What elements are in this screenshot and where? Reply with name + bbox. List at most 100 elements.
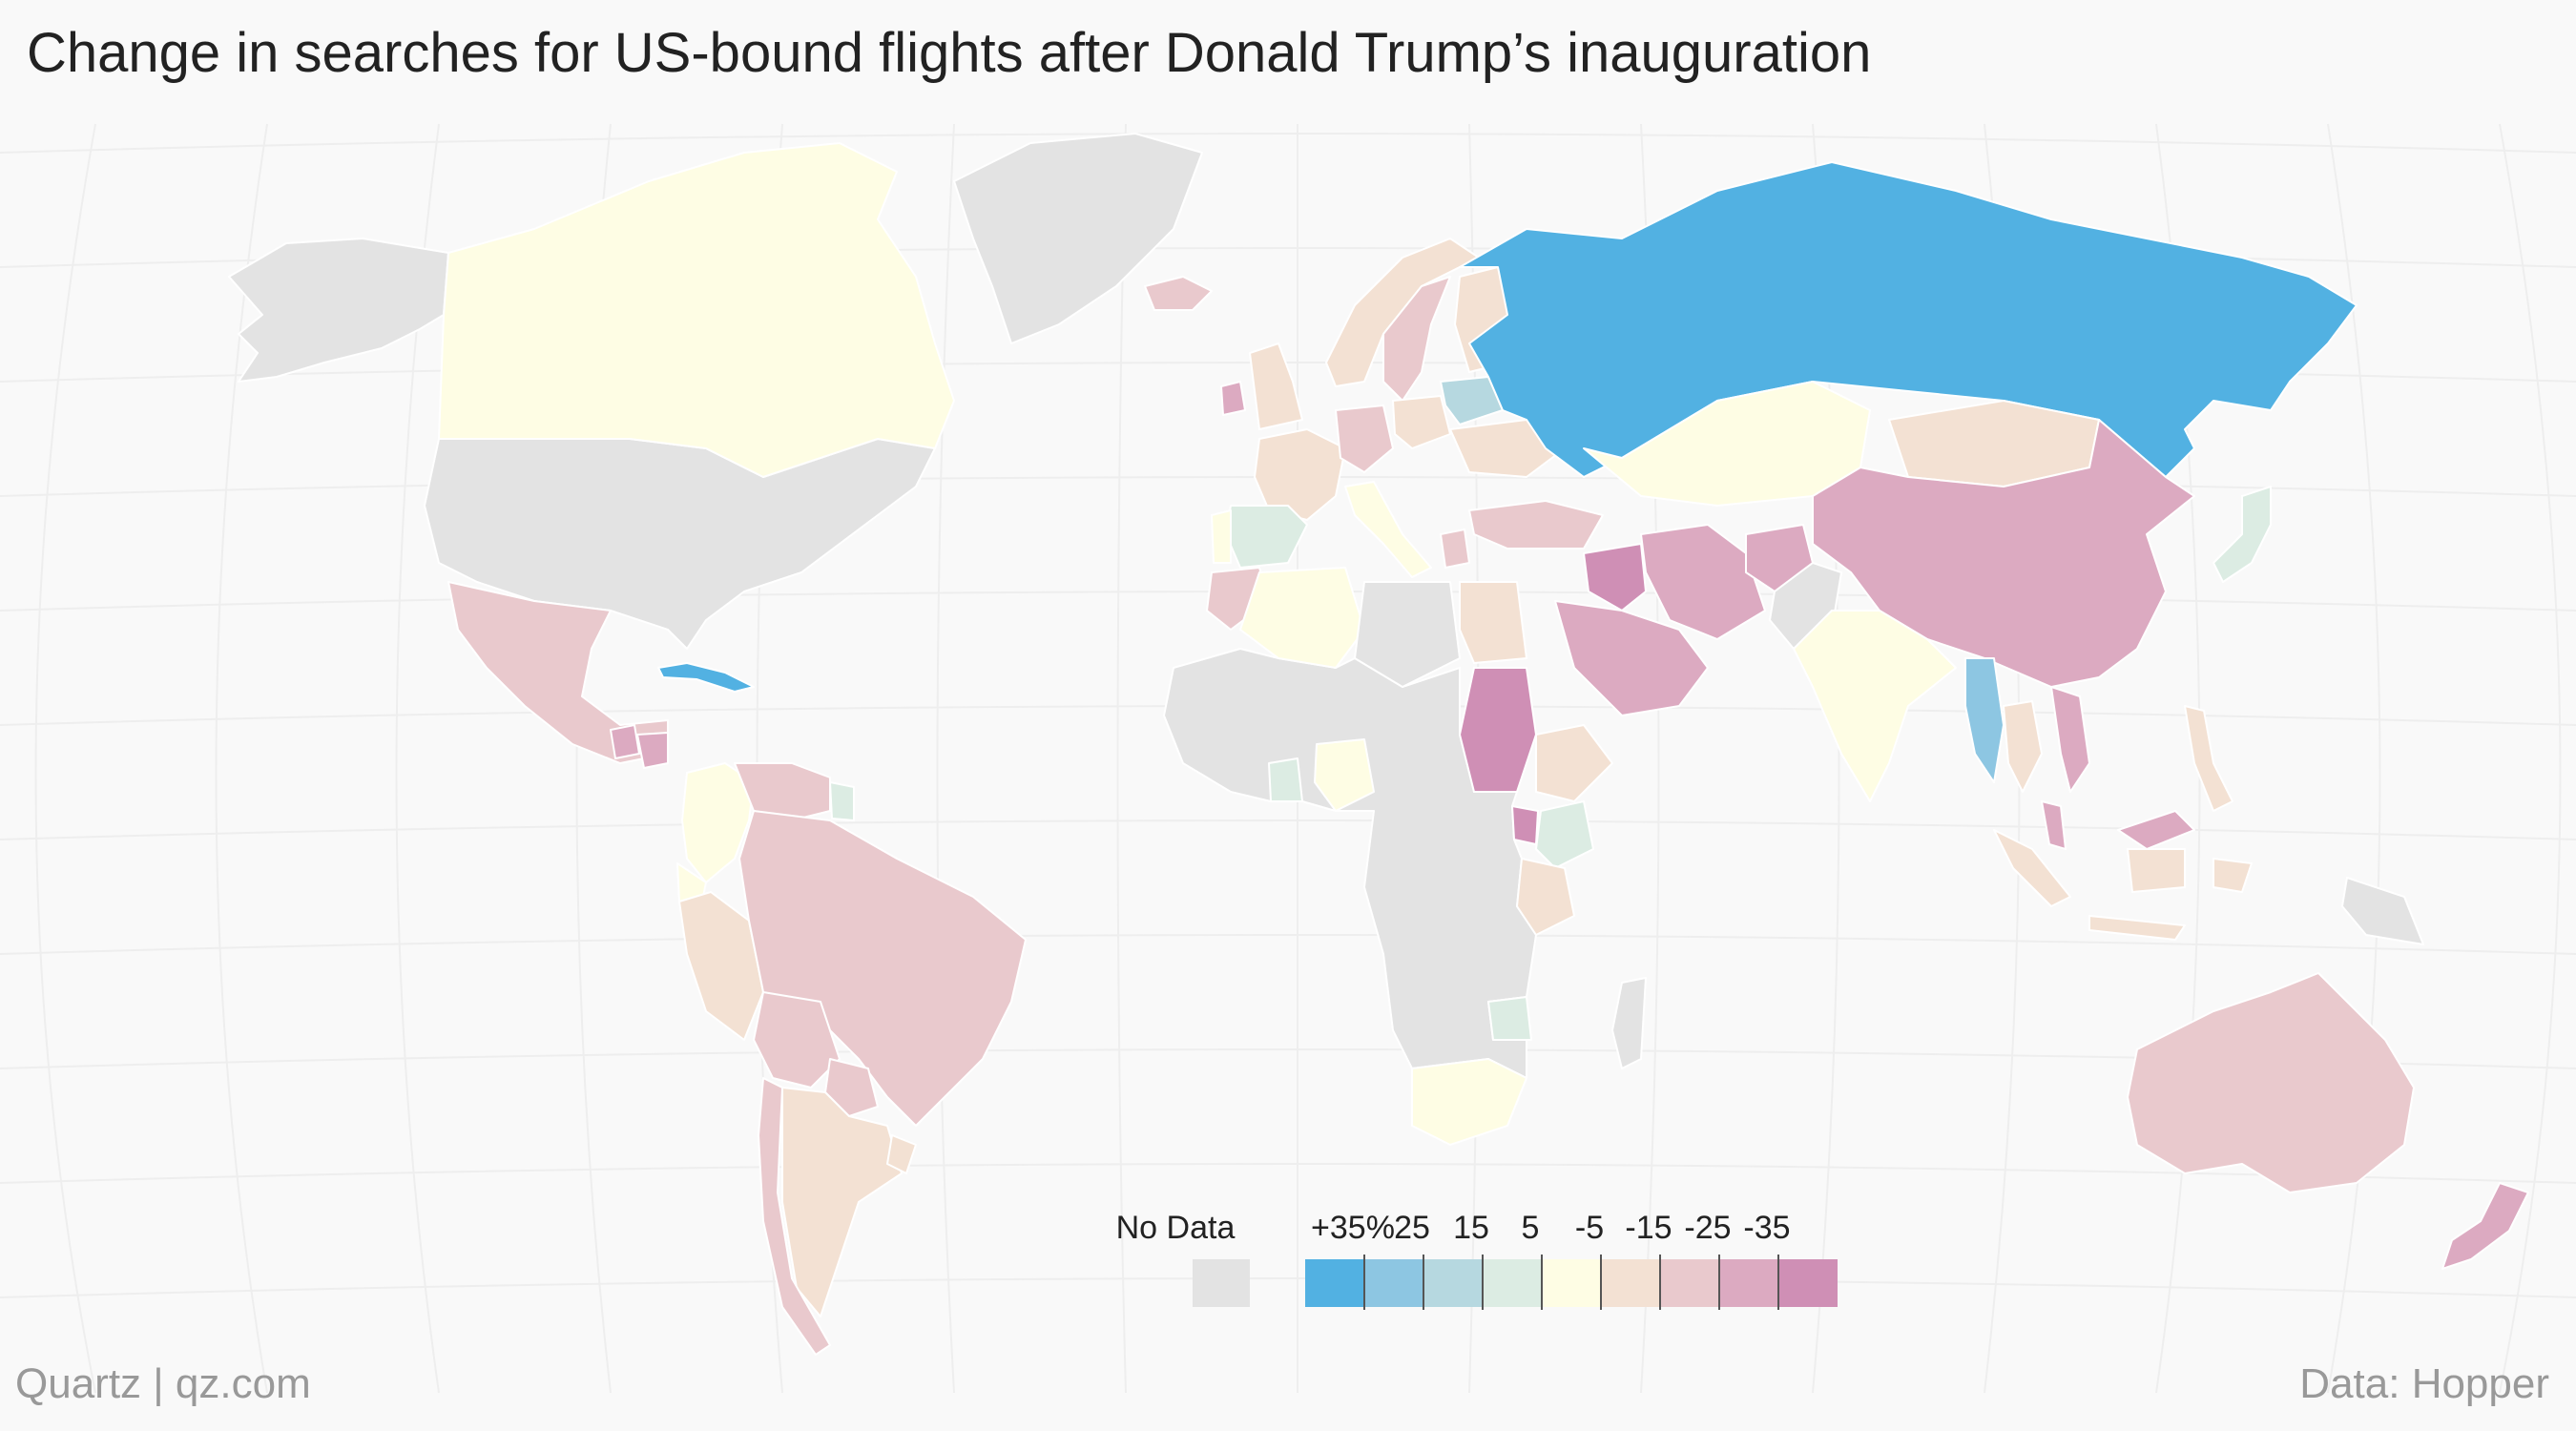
country-poland (1392, 395, 1451, 449)
legend-swatch (1542, 1259, 1601, 1307)
country-uruguay (886, 1134, 917, 1174)
country-new-zealand (2441, 1182, 2529, 1270)
country-guatemala (610, 724, 640, 759)
country-argentina (781, 1087, 903, 1317)
country-egypt (1459, 581, 1527, 664)
graticule-line (2327, 123, 2381, 1394)
legend-tick (1541, 1255, 1543, 1310)
legend-no-data-swatch (1193, 1259, 1250, 1307)
legend-tick (1777, 1255, 1779, 1310)
graticule-line (215, 123, 268, 1394)
country-ghana (1268, 757, 1303, 802)
country-colombia (681, 762, 755, 883)
legend-bin-label: -35 (1743, 1210, 1791, 1246)
country-norway (1325, 238, 1480, 387)
country-paraguay (824, 1058, 879, 1117)
legend-tick (1600, 1255, 1602, 1310)
legend-swatch (1660, 1259, 1719, 1307)
legend-swatch (1423, 1259, 1483, 1307)
country-russia (1459, 161, 2358, 478)
country-indonesia (1993, 829, 2253, 941)
graticule-line (0, 1277, 2576, 1298)
legend-bin-label: -5 (1574, 1210, 1605, 1246)
graticule-line (34, 123, 96, 1394)
country-canada (438, 142, 955, 478)
graticule-line (936, 123, 955, 1394)
country-australia (2127, 972, 2415, 1193)
legend-tick (1423, 1255, 1424, 1310)
graticule (0, 123, 2576, 1394)
country-tanzania (1516, 858, 1575, 936)
country-nigeria (1314, 738, 1375, 812)
country-japan (2212, 486, 2272, 583)
country-chile (758, 1077, 831, 1356)
country-bolivia (753, 991, 841, 1089)
graticule-line (0, 1163, 2576, 1184)
source-credit-right: Data: Hopper (2299, 1360, 2549, 1407)
country-belarus (1440, 376, 1504, 425)
country-south-africa (1411, 1058, 1527, 1146)
country-philippines (2184, 705, 2233, 812)
country-ethiopia (1535, 724, 1613, 802)
country-malaysia (2041, 800, 2195, 850)
country-greenland (953, 133, 1203, 344)
country-india (1793, 610, 1957, 802)
country-guyana (829, 781, 855, 821)
country-france (1254, 428, 1346, 521)
source-credit-left: Quartz | qz.com (15, 1360, 311, 1407)
country-madagascar (1611, 977, 1647, 1069)
country-saudi-arabia (1554, 600, 1709, 716)
country-uganda (1511, 805, 1539, 845)
country-algeria (1239, 567, 1365, 669)
country-sweden (1382, 276, 1451, 402)
country-zimbabwe (1487, 996, 1532, 1041)
country-kenya (1535, 800, 1594, 869)
legend-tick (1718, 1255, 1720, 1310)
chart-title: Change in searches for US-bound flights … (27, 22, 1872, 84)
legend-swatch (1483, 1259, 1542, 1307)
country-germany (1335, 404, 1394, 473)
country-peru (678, 891, 764, 1041)
country-alaska (228, 238, 449, 383)
legend-bin-label: 15 (1453, 1210, 1489, 1246)
graticule-line (2499, 123, 2562, 1394)
country-thailand (2003, 700, 2043, 793)
legend-no-data-label: No Data (1115, 1210, 1236, 1246)
country-iraq (1583, 543, 1647, 612)
graticule-line (0, 934, 2576, 955)
country-turkey (1468, 500, 1604, 550)
legend-swatch (1364, 1259, 1423, 1307)
country-sudan (1459, 667, 1537, 793)
legend-swatch (1719, 1259, 1778, 1307)
legend-bin-label: -25 (1684, 1210, 1732, 1246)
legend-tick (1659, 1255, 1661, 1310)
legend-bin-label: 5 (1521, 1210, 1540, 1246)
graticule-line (1116, 123, 1127, 1394)
country-spain (1225, 505, 1308, 569)
legend-bin-label: +35% (1311, 1210, 1395, 1246)
country-vietnam (2050, 686, 2090, 793)
country-cuba (657, 662, 755, 693)
country-brazil (738, 810, 1027, 1127)
country-honduras (636, 732, 669, 769)
graticule-line (0, 133, 2576, 154)
legend-bin-label: -15 (1625, 1210, 1672, 1246)
country-italy (1344, 481, 1432, 578)
country-myanmar (1964, 657, 2005, 783)
legend-swatch (1305, 1259, 1364, 1307)
country-ireland (1220, 381, 1246, 416)
legend-swatch (1778, 1259, 1838, 1307)
legend-bin-label: 25 (1394, 1210, 1430, 1246)
country-united-kingdom (1249, 342, 1303, 430)
country-iran (1640, 524, 1766, 640)
country-greece (1440, 529, 1470, 569)
legend-tick (1482, 1255, 1484, 1310)
country-regions (228, 133, 2529, 1356)
country-libya (1354, 581, 1461, 688)
legend-tick (1363, 1255, 1365, 1310)
country-kazakhstan (1583, 381, 1871, 507)
country-portugal (1211, 509, 1232, 564)
country-iceland (1144, 276, 1213, 311)
country-papua-new-guinea (2341, 877, 2424, 945)
